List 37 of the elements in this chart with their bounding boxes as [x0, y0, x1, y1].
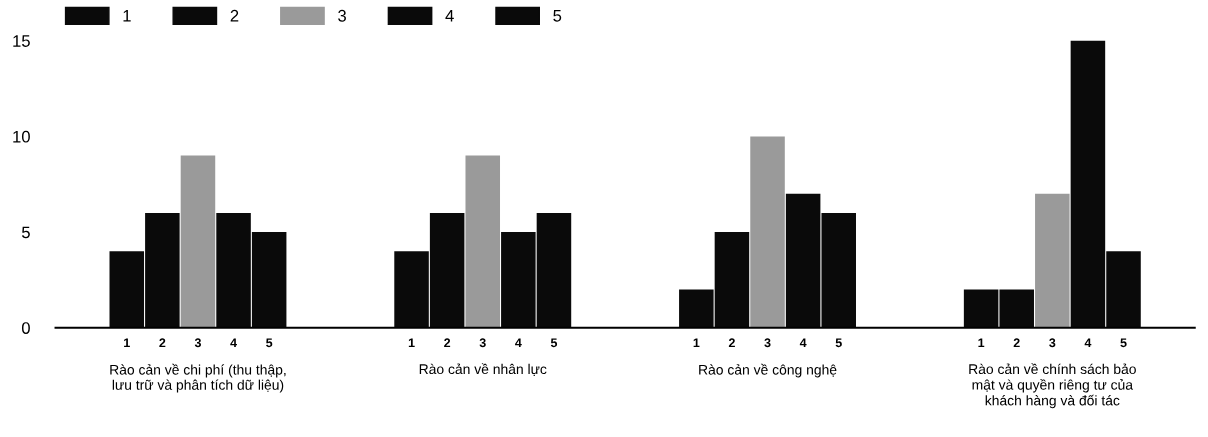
- legend-label: 3: [338, 9, 346, 22]
- text: 4: [799, 338, 807, 348]
- text: 1: [408, 338, 415, 348]
- x-tick-label: Rào cản về nhân lực: [419, 363, 547, 377]
- y-tick-label: 10: [13, 130, 30, 143]
- text: 4: [230, 338, 237, 348]
- text: 4: [1084, 338, 1092, 348]
- legend-label: 2: [230, 9, 239, 22]
- text: 1: [124, 338, 130, 348]
- bar: [180, 155, 216, 328]
- text: 2: [159, 338, 166, 348]
- bar: [1035, 193, 1070, 328]
- bar: [750, 136, 785, 328]
- text: 5: [550, 338, 558, 348]
- x-tick-label: Rào cản về chính sách bảo mật và quyền riêng tư của khách hàng và đối tác: [969, 363, 1136, 409]
- text: 4: [515, 338, 522, 348]
- y-tick-label: 5: [21, 226, 30, 239]
- text: 5: [1120, 338, 1127, 348]
- text: 3: [764, 338, 771, 348]
- y-tick-label: 15: [13, 35, 30, 47]
- x-tick-label: Rào cản về công nghệ: [699, 363, 837, 378]
- text: 3: [1049, 338, 1056, 348]
- text: 2: [1013, 338, 1020, 348]
- text: 5: [266, 338, 273, 348]
- x-tick-label: Rào cản về chi phí (thu thập, lưu trữ và phân tích dữ liệu): [110, 363, 286, 393]
- text: 3: [479, 338, 486, 348]
- text: 2: [728, 338, 735, 348]
- text: 1: [978, 338, 985, 348]
- bar: [465, 155, 501, 328]
- y-tick-label: 0: [21, 322, 30, 334]
- legend-label: 5: [553, 10, 562, 22]
- legend-label: 1: [123, 10, 131, 22]
- text: 3: [194, 338, 201, 348]
- text: 5: [835, 338, 842, 348]
- legend-label: 4: [445, 10, 454, 22]
- text: 2: [444, 338, 451, 348]
- text: 1: [693, 338, 700, 348]
